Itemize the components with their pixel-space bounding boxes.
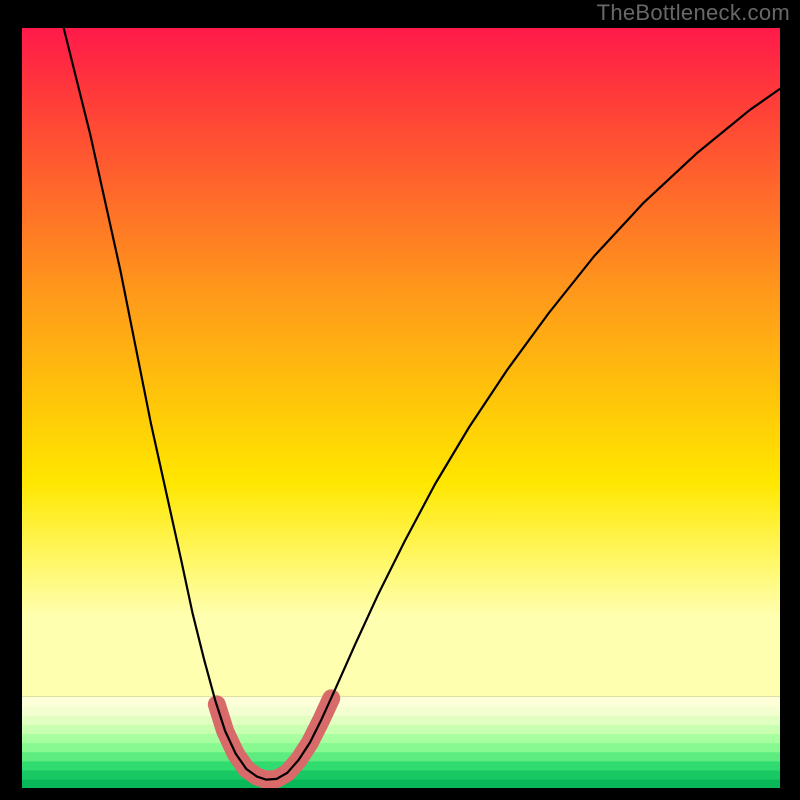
color-band: [22, 743, 780, 753]
color-band: [22, 787, 780, 788]
chart-svg: [22, 28, 780, 788]
color-band: [22, 707, 780, 717]
color-band: [22, 716, 780, 726]
watermark-text: TheBottleneck.com: [597, 0, 790, 26]
color-band: [22, 761, 780, 771]
gradient-background: [22, 28, 780, 697]
color-band: [22, 752, 780, 762]
color-band: [22, 734, 780, 744]
color-band: [22, 771, 780, 781]
image-root: { "watermark": { "text": "TheBottleneck.…: [0, 0, 800, 800]
color-band: [22, 697, 780, 707]
bottom-color-bands: [22, 697, 780, 788]
color-band: [22, 780, 780, 788]
chart-frame: [22, 28, 780, 788]
color-band: [22, 725, 780, 735]
chart-plot-area: [22, 28, 780, 788]
